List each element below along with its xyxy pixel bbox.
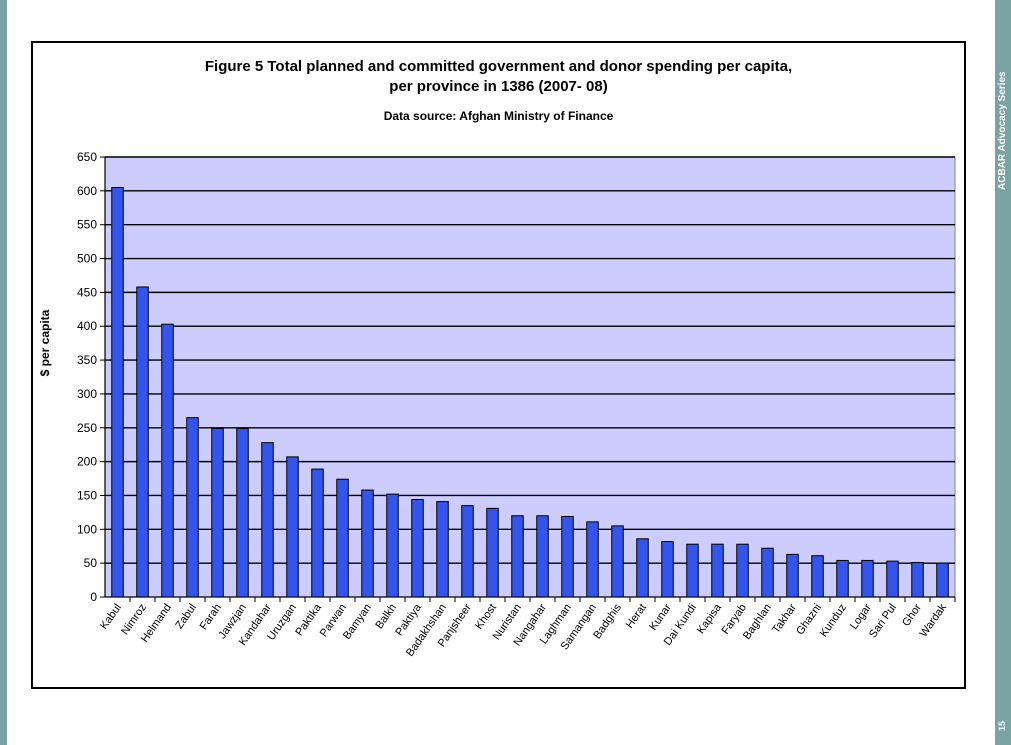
chart-title: Figure 5 Total planned and committed gov… — [33, 57, 964, 97]
bar-chart: 0 50 100 150 200 250 300 350 400 450 500 550 600 650 K… — [77, 150, 956, 659]
bar — [286, 456, 299, 598]
chart-title-line1: Figure 5 Total planned and committed gov… — [204, 58, 793, 75]
bar — [136, 286, 149, 598]
bar — [411, 499, 424, 598]
bar — [311, 468, 324, 598]
bar — [336, 478, 349, 598]
bar — [786, 553, 799, 598]
bar — [536, 515, 549, 598]
bar — [186, 417, 199, 598]
bar — [236, 427, 249, 598]
y-tick-label: 300 — [77, 387, 97, 401]
bar — [686, 543, 699, 598]
chart-title-line2: per province in 1386 (2007- 08) — [389, 78, 608, 95]
bar — [511, 515, 524, 598]
bar — [161, 323, 174, 598]
y-tick-label: 200 — [77, 455, 97, 469]
bar — [886, 560, 899, 598]
bar — [636, 538, 649, 598]
bar — [936, 562, 949, 598]
y-tick-label: 0 — [90, 590, 97, 604]
chart-subtitle: Data source: Afghan Ministry of Finance — [383, 109, 614, 123]
bar — [761, 547, 774, 598]
y-tick-label: 650 — [77, 150, 97, 164]
x-tick-label: Kabul — [98, 602, 124, 632]
bar — [811, 555, 824, 598]
bar — [111, 186, 124, 598]
y-tick-label: 600 — [77, 184, 97, 198]
bar — [211, 427, 224, 598]
bar — [486, 507, 499, 598]
bar — [386, 493, 399, 598]
bar — [561, 515, 574, 598]
x-tick-label: Ghor — [900, 602, 924, 629]
x-tick-label: Balkh — [373, 602, 399, 631]
bar — [611, 525, 624, 598]
bar — [736, 543, 749, 598]
y-tick-label: 350 — [77, 353, 97, 367]
y-tick-label: 100 — [77, 522, 97, 536]
chart-frame: Figure 5 Total planned and committed gov… — [31, 41, 966, 689]
bar — [461, 505, 474, 598]
page-number: 15 — [997, 720, 1007, 731]
y-tick-label: 500 — [77, 252, 97, 266]
bar — [586, 521, 599, 598]
x-tick-label: Herat — [624, 602, 649, 631]
bar — [711, 543, 724, 598]
left-border-band — [0, 0, 7, 745]
y-tick-label: 400 — [77, 319, 97, 333]
y-tick-label: 450 — [77, 285, 97, 299]
y-tick-label: 50 — [84, 556, 98, 570]
x-tick-label: Khost — [473, 602, 499, 632]
x-tick-label: Wardak — [918, 601, 950, 639]
series-label: ACBAR Advocacy Series — [997, 71, 1008, 190]
y-tick-label: 150 — [77, 488, 97, 502]
y-tick-label: 250 — [77, 421, 97, 435]
right-border-band: ACBAR Advocacy Series 15 — [995, 0, 1011, 745]
bar — [261, 442, 274, 598]
bar — [861, 559, 874, 598]
bar — [661, 540, 674, 598]
bar — [836, 559, 849, 598]
x-tick-label: Kunduz — [818, 602, 849, 639]
y-tick-label: 550 — [77, 218, 97, 232]
bar — [361, 489, 374, 598]
bar — [911, 561, 924, 598]
x-tick-label: Zabul — [173, 602, 199, 631]
plot-area — [104, 156, 956, 598]
bar — [436, 501, 449, 598]
